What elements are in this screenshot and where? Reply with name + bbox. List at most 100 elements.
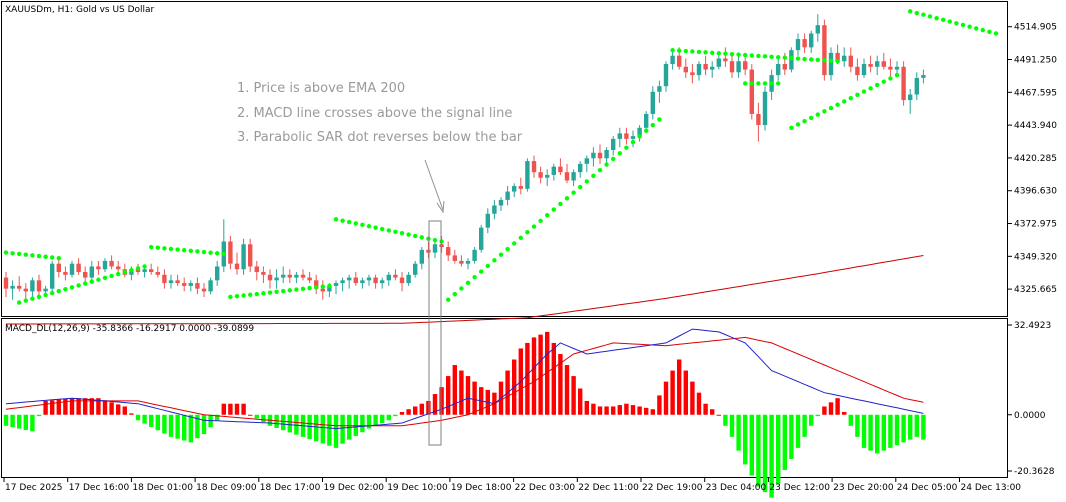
macd-histogram-bar [386,414,391,421]
macd-histogram-bar [465,376,471,415]
candle [30,277,35,297]
candle [50,260,55,292]
annotation-step-2: 2. MACD line crosses above the signal li… [237,106,512,121]
candle [221,219,226,273]
candle-body [446,247,451,256]
sar-dot [776,55,781,60]
candle-body [571,172,576,181]
sar-dot [182,248,187,253]
macd-histogram-bar [89,398,94,415]
candle-body [399,277,405,284]
candle [518,177,523,195]
candle [419,247,424,270]
candle-body [406,274,411,284]
candle [446,241,451,261]
sar-dot [498,252,504,257]
candle [802,33,807,53]
time-axis[interactable]: 17 Dec 2025 17 Dec 16:00 18 Dec 01:00 18 De… [3,478,1021,493]
macd-histogram-bar [683,370,688,415]
macd-histogram-bar [281,414,286,431]
sar-dot [597,167,603,173]
candle-body [914,77,919,95]
macd-histogram-bar [789,414,794,459]
candle-body [558,166,563,173]
candle-body [650,91,655,114]
candle [215,260,220,286]
macd-histogram-bar [802,414,807,437]
price-tick-label: 4349.320 [1014,252,1057,262]
sar-dot [842,99,847,104]
candle-body [756,113,761,126]
candle-body [716,58,721,67]
candle [670,50,675,70]
candle-body [617,133,622,139]
candle [479,224,484,253]
macd-histogram-bar [756,414,761,487]
sar-dot [604,162,609,167]
macd-histogram-bar [710,409,715,415]
sar-dot [168,246,174,252]
macd-histogram-bar [393,414,398,417]
candle-body [76,263,81,273]
candle [426,241,431,259]
sar-dot [83,281,88,286]
candle-body [294,274,299,278]
macd-histogram-bar [228,403,233,415]
candle [690,64,695,84]
candle-body [531,161,537,173]
price-tick-label: 4491.250 [1014,56,1057,66]
candle-body [888,66,893,70]
sar-dot [908,9,913,14]
sar-dot [525,229,530,235]
sar-dot [756,53,761,59]
candle-body [241,244,246,270]
annotation-step-1: 1. Price is above EMA 200 [237,81,405,96]
macd-histogram-bar [195,414,200,439]
candle [149,263,154,275]
sar-dot [848,95,853,101]
candle [228,235,233,270]
candle-body [380,280,385,284]
sar-dot [993,31,999,36]
candle [274,269,279,289]
candle-body [498,199,504,206]
candle-body [175,280,180,284]
candle [162,269,167,289]
macd-lines-layer [5,328,924,430]
macd-histogram-bar [17,414,22,429]
candle-body [782,64,787,70]
macd-histogram-bar [274,414,279,429]
sar-dot [789,55,794,61]
sar-dot [162,246,167,251]
candle-body [23,288,28,292]
sar-dot [17,251,22,257]
sar-dot [716,51,721,56]
candle [69,260,75,278]
macd-main-line [5,328,924,430]
macd-axis[interactable]: 32.4923 0.0000 -20.3628 [1008,321,1055,477]
macd-histogram-bar [743,414,748,465]
macd-histogram-bar [604,406,609,415]
sar-dot [3,250,9,255]
candle-body [135,269,141,273]
price-axis[interactable]: 4514.905 4491.250 4467.595 4443.940 4420.285… [1008,23,1057,295]
candles-layer[interactable] [3,14,926,300]
sar-dot [591,173,596,179]
candle-body [69,263,75,275]
macd-histogram-bar [723,414,728,426]
sar-dot [195,249,200,254]
candle-body [578,163,583,173]
candle [498,197,504,211]
sar-dot [835,102,840,107]
time-tick-label: 18 Dec 17:00 [260,483,321,493]
candle [353,272,358,286]
macd-histogram-bar [545,331,550,415]
sar-dot [102,275,108,281]
candle-body [657,86,662,92]
candle-body [419,249,424,264]
sar-dot [360,222,365,228]
sar-dot [762,54,768,59]
macd-histogram-bar [578,388,583,415]
